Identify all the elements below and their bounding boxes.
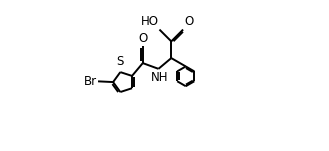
Text: S: S (117, 55, 124, 69)
Text: NH: NH (151, 71, 168, 84)
Text: Br: Br (84, 75, 97, 88)
Text: O: O (138, 32, 147, 45)
Text: HO: HO (141, 15, 159, 28)
Text: O: O (184, 15, 193, 28)
